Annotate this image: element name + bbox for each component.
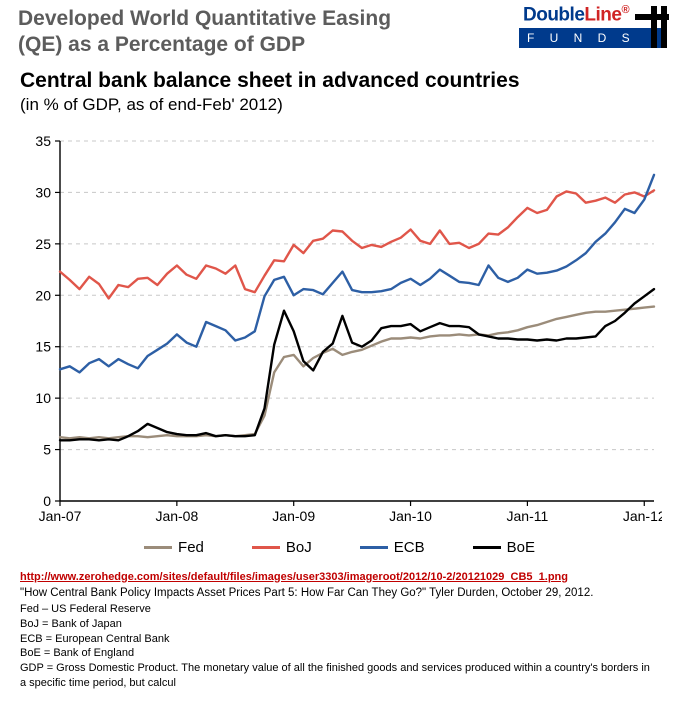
legend-item-boj: BoJ: [252, 539, 312, 556]
legend-swatch: [252, 546, 280, 549]
line-chart: 0 5 10 15 20 25 30 35 Jan-07 Jan-08 Jan-09 Jan-10 Ja…: [12, 133, 667, 533]
x-tick-label: Jan-12: [623, 508, 662, 524]
series-fed: [60, 306, 654, 438]
legend-item-fed: Fed: [144, 539, 204, 556]
x-tick-label: Jan-10: [389, 508, 432, 524]
abbreviation-list: Fed – US Federal ReserveBoJ = Bank of Ja…: [20, 602, 659, 691]
x-tick-label: Jan-08: [155, 508, 198, 524]
y-tick-label: 30: [35, 184, 51, 200]
legend-item-ecb: ECB: [360, 539, 425, 556]
y-tick-label: 10: [35, 390, 51, 406]
legend-swatch: [473, 546, 501, 549]
legend-item-boe: BoE: [473, 539, 535, 556]
footnotes: http://www.zerohedge.com/sites/default/f…: [20, 570, 659, 691]
logo-wordmark: DoubleLine®: [519, 4, 661, 26]
source-link[interactable]: http://www.zerohedge.com/sites/default/f…: [20, 571, 568, 583]
source-quote: "How Central Bank Policy Impacts Asset P…: [20, 586, 659, 602]
y-tick-label: 15: [35, 338, 51, 354]
logo-word-line: Line: [584, 4, 621, 25]
x-tick-label: Jan-09: [272, 508, 315, 524]
y-tick-label: 25: [35, 235, 51, 251]
y-tick-label: 5: [43, 441, 51, 457]
series-boe: [60, 289, 654, 440]
legend-swatch: [144, 546, 172, 549]
abbreviation-line: Fed – US Federal Reserve: [20, 602, 659, 617]
legend-label: ECB: [394, 539, 425, 556]
chart-svg: 0 5 10 15 20 25 30 35 Jan-07 Jan-08 Jan-09 Jan-10 Ja…: [12, 133, 662, 533]
series-boj: [60, 190, 654, 298]
logo-reg-mark: ®: [621, 4, 629, 16]
chart-subtitle: (in % of GDP, as of end-Feb' 2012): [20, 95, 679, 115]
legend-label: Fed: [178, 539, 204, 556]
x-tick-label: Jan-11: [507, 508, 549, 524]
logo-word-double: Double: [523, 4, 584, 25]
legend-label: BoJ: [286, 539, 312, 556]
abbreviation-line: ECB = European Central Bank: [20, 632, 659, 647]
y-tick-label: 0: [43, 493, 51, 509]
legend-swatch: [360, 546, 388, 549]
chart-legend: Fed BoJ ECB BoE: [0, 539, 679, 556]
y-tick-label: 35: [35, 133, 51, 149]
abbreviation-line: BoE = Bank of England: [20, 646, 659, 661]
y-tick-label: 20: [35, 287, 51, 303]
abbreviation-line: GDP = Gross Domestic Product. The moneta…: [20, 661, 659, 691]
legend-label: BoE: [507, 539, 535, 556]
page-header: Developed World Quantitative Easing (QE)…: [0, 0, 679, 59]
chart-title: Central bank balance sheet in advanced c…: [20, 69, 679, 93]
abbreviation-line: BoJ = Bank of Japan: [20, 617, 659, 632]
page-title: Developed World Quantitative Easing (QE)…: [18, 6, 438, 59]
series-ecb: [60, 174, 654, 372]
x-tick-label: Jan-07: [39, 508, 82, 524]
logo-funds-bar: F U N D S: [519, 28, 661, 48]
brand-logo: DoubleLine® F U N D S: [519, 4, 661, 48]
